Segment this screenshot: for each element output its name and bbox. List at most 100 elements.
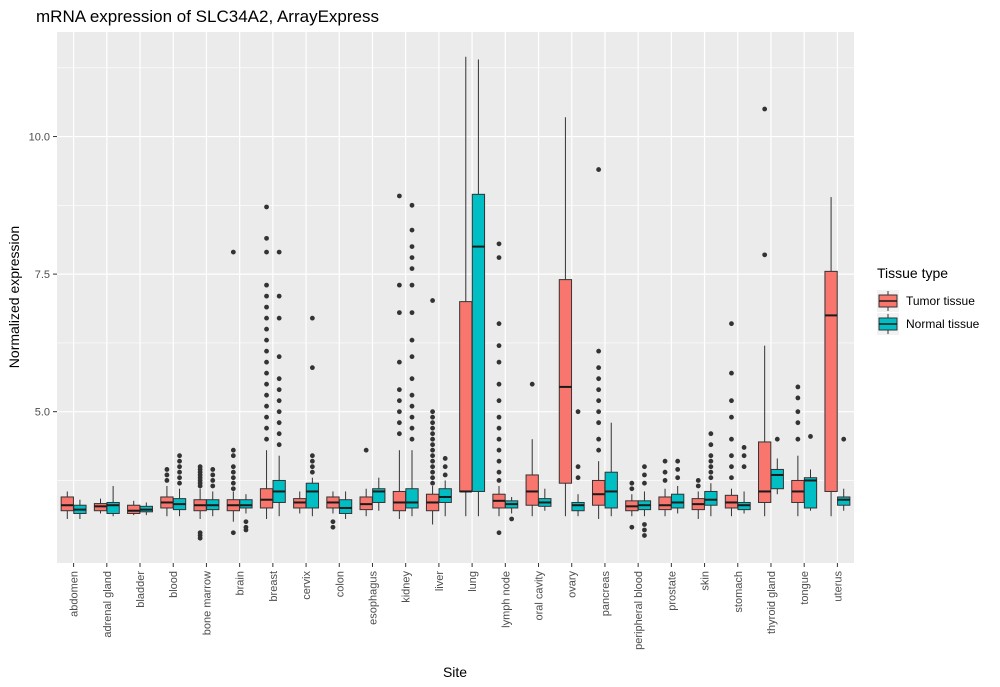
outlier-point	[496, 478, 502, 483]
outlier-point	[396, 398, 402, 404]
outlier-point	[409, 282, 415, 288]
outlier-point	[741, 453, 747, 459]
outlier-point	[675, 475, 681, 481]
outlier-point	[430, 469, 435, 475]
outlier-point	[575, 475, 581, 481]
outlier-point	[695, 478, 701, 483]
x-tick-label: colon	[334, 571, 346, 597]
box-ovary	[571, 409, 585, 517]
box-brain	[226, 249, 240, 536]
box-rect	[671, 493, 685, 509]
outlier-point	[430, 442, 435, 448]
outlier-point	[396, 193, 402, 199]
outlier-point	[774, 436, 780, 442]
outlier-point	[230, 480, 236, 486]
outlier-point	[264, 304, 269, 310]
outlier-point	[409, 403, 415, 409]
outlier-point	[596, 387, 602, 393]
box-rect	[305, 482, 320, 509]
outlier-point	[496, 398, 502, 404]
box-rect	[438, 488, 452, 503]
outlier-point	[396, 420, 402, 426]
outlier-point	[430, 475, 435, 481]
outlier-point	[795, 409, 801, 415]
outlier-point	[496, 359, 502, 365]
outlier-point	[430, 425, 435, 431]
outlier-point	[675, 458, 681, 464]
outlier-point	[596, 436, 602, 442]
outlier-point	[795, 395, 801, 401]
box-liver	[425, 298, 440, 525]
outlier-point	[496, 241, 502, 247]
outlier-point	[243, 524, 249, 530]
outlier-point	[629, 524, 635, 530]
box-rect	[803, 477, 818, 509]
x-tick-label: liver	[434, 571, 446, 592]
outlier-point	[276, 354, 282, 360]
outlier-point	[596, 420, 602, 426]
outlier-point	[264, 359, 269, 365]
outlier-point	[409, 310, 415, 316]
y-tick-label: 7.5	[35, 269, 50, 281]
x-tick-label: tongue	[799, 571, 811, 605]
box-rect	[471, 193, 486, 492]
x-tick-label: lymph node	[500, 571, 512, 628]
box-esophagus	[359, 447, 373, 517]
box-bone-marrow	[206, 467, 220, 517]
box-skin	[704, 431, 718, 517]
outlier-point	[264, 293, 269, 299]
box-colon	[338, 491, 353, 519]
outlier-point	[442, 464, 448, 470]
outlier-point	[396, 310, 402, 316]
outlier-point	[729, 436, 734, 442]
outlier-point	[230, 530, 236, 536]
x-tick-label: abdomen	[69, 571, 81, 617]
outlier-point	[675, 467, 681, 472]
legend-label: Normal tissue	[906, 317, 980, 331]
outlier-point	[396, 431, 402, 437]
outlier-point	[264, 282, 269, 288]
outlier-point	[841, 436, 847, 442]
outlier-point	[330, 519, 336, 525]
box-rect	[824, 270, 838, 492]
x-tick-label: skin	[700, 571, 712, 591]
series-tumor-tissue	[60, 56, 838, 541]
outlier-point	[496, 343, 502, 349]
outlier-point	[642, 527, 647, 533]
outlier-point	[442, 472, 448, 478]
box-rect	[392, 490, 407, 512]
outlier-point	[729, 370, 734, 376]
box-rect	[338, 499, 353, 514]
x-tick-label: esophagus	[367, 571, 379, 625]
x-tick-label: bone marrow	[201, 571, 213, 635]
outlier-point	[708, 442, 714, 448]
outlier-point	[409, 392, 415, 398]
box-oral-cavity	[538, 488, 552, 511]
outlier-point	[409, 414, 415, 420]
outlier-point	[264, 425, 269, 431]
outlier-point	[264, 204, 269, 210]
outlier-point	[596, 447, 602, 453]
outlier-point	[363, 447, 369, 453]
outlier-point	[575, 409, 581, 415]
outlier-point	[264, 249, 269, 255]
box-rect	[758, 441, 772, 503]
box-peripheral-blood	[625, 480, 639, 530]
series-normal-tissue	[73, 59, 851, 538]
y-axis: 5.0 7.5 10.0	[29, 132, 57, 419]
box-kidney	[392, 193, 407, 519]
outlier-point	[596, 376, 602, 382]
outlier-point	[164, 478, 170, 483]
outlier-point	[575, 464, 581, 470]
outlier-point	[264, 392, 269, 398]
outlier-point	[264, 315, 269, 321]
outlier-point	[529, 381, 535, 387]
outlier-point	[276, 431, 282, 437]
box-oral-cavity	[525, 381, 539, 517]
box-lymph-node	[504, 496, 519, 522]
box-stomach	[724, 321, 739, 517]
outlier-point	[708, 464, 714, 470]
outlier-point	[164, 472, 170, 478]
outlier-point	[642, 472, 647, 478]
